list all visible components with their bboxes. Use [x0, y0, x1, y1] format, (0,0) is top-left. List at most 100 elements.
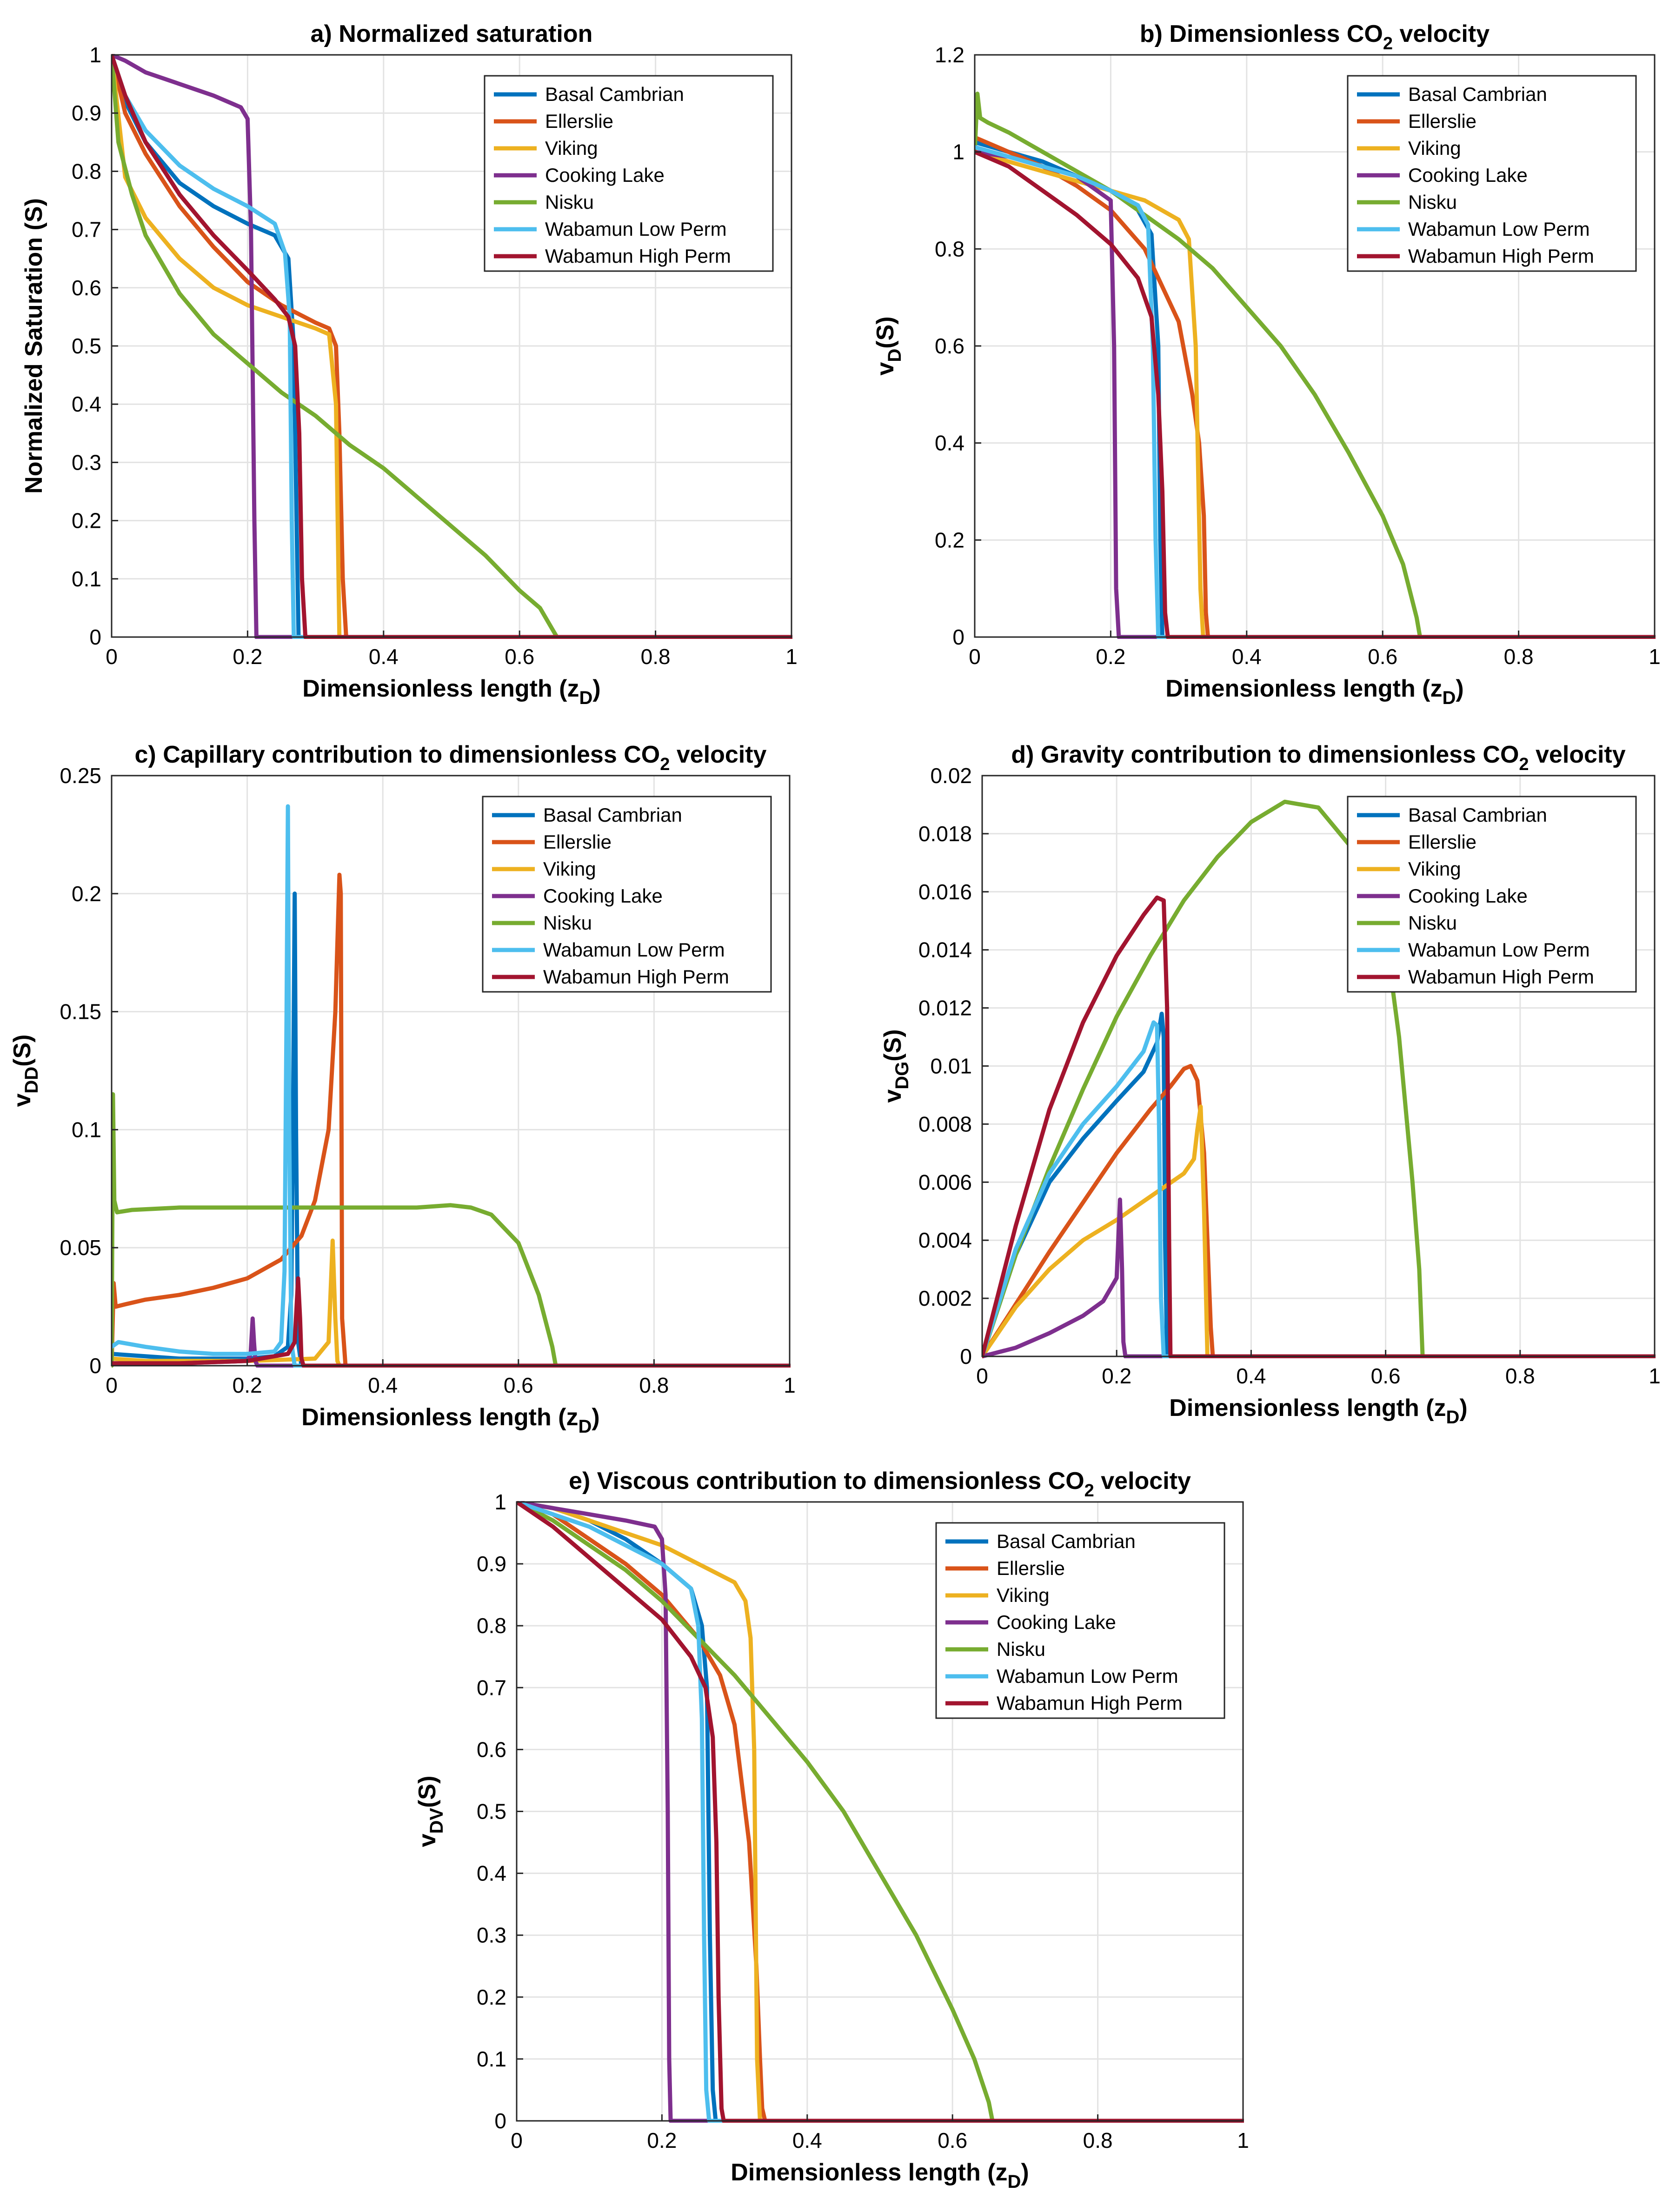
legend-entry: Viking	[543, 858, 596, 880]
legend-entry: Wabamun Low Perm	[1408, 939, 1590, 961]
x-tick-label: 0.2	[233, 1373, 262, 1397]
y-tick-label: 0.4	[935, 431, 964, 455]
x-tick-label: 0.4	[368, 1373, 398, 1397]
legend-entry: Wabamun Low Perm	[1408, 218, 1590, 240]
legend-entry: Nisku	[1408, 912, 1457, 934]
series-line-nisku	[112, 54, 792, 639]
y-axis-label: vDD(S)	[9, 1034, 42, 1107]
y-axis-label: Normalized Saturation (S)	[20, 198, 47, 494]
y-tick-label: 0.3	[72, 450, 101, 474]
x-tick-label: 0.4	[369, 644, 399, 669]
series-line-wabamun-high-perm	[517, 1501, 1244, 2123]
legend-entry: Wabamun High Perm	[1408, 245, 1594, 267]
legend-entry: Basal Cambrian	[1408, 804, 1547, 826]
legend-entry: Cooking Lake	[997, 1611, 1116, 1633]
y-tick-label: 1.2	[935, 43, 964, 67]
legend-entry: Ellerslie	[1408, 110, 1476, 132]
y-tick-label: 0.012	[918, 996, 972, 1020]
x-axis-label: Dimensionless length (zD)	[302, 675, 600, 708]
y-tick-label: 0.01	[930, 1054, 972, 1078]
legend-entry: Wabamun Low Perm	[545, 218, 727, 240]
series-line-wabamun-high-perm	[112, 1276, 791, 1368]
y-tick-label: 0.004	[918, 1228, 972, 1252]
x-axis-label: Dimensionless length (zD)	[1169, 1395, 1467, 1428]
legend-entry: Viking	[1408, 858, 1461, 880]
panel-c: 0 0.2 0.4 0.6 0.8 1 0 0.05 0.1 0.15 0.2 0.25 c) Capi…	[9, 741, 796, 1437]
y-tick-label: 0	[89, 625, 101, 649]
y-tick-label: 0.4	[72, 392, 101, 416]
y-tick-label: 1	[494, 1490, 506, 1514]
x-tick-label: 0.8	[1504, 644, 1534, 669]
chart-title: e) Viscous contribution to dimensionless…	[569, 1468, 1191, 1501]
y-tick-label: 0	[952, 625, 964, 649]
x-tick-label: 0	[969, 644, 981, 669]
y-tick-label: 0.02	[930, 764, 972, 788]
series-line-viking	[975, 150, 1656, 639]
legend-entry: Viking	[1408, 137, 1461, 159]
legend-entry: Nisku	[997, 1638, 1045, 1660]
y-tick-label: 1	[89, 43, 101, 67]
legend: Basal Cambrian Ellerslie Viking Cooking Lak…	[484, 75, 774, 272]
y-tick-label: 0	[89, 1354, 101, 1378]
legend-entry: Cooking Lake	[1408, 885, 1528, 907]
x-axis-label: Dimensionless length (zD)	[301, 1404, 599, 1437]
legend-entry: Wabamun High Perm	[997, 1692, 1183, 1714]
series-line-ellerslie	[517, 1501, 1244, 2123]
y-tick-label: 0.002	[918, 1286, 972, 1310]
series-line-wabamun-low-perm	[975, 145, 1656, 639]
x-tick-label: 0.8	[1083, 2128, 1113, 2152]
series-line-wabamun-high-perm	[982, 895, 1656, 1358]
legend-entry: Basal Cambrian	[543, 804, 682, 826]
x-tick-label: 1	[784, 1373, 796, 1397]
y-tick-label: 0.2	[72, 882, 101, 906]
y-tick-label: 0.018	[918, 822, 972, 846]
y-tick-label: 0.7	[477, 1675, 506, 1700]
legend-entry: Cooking Lake	[543, 885, 663, 907]
series-group	[975, 92, 1656, 639]
legend-entry: Ellerslie	[543, 831, 612, 853]
x-tick-label: 0.2	[1102, 1364, 1131, 1388]
legend-entry: Ellerslie	[997, 1557, 1065, 1579]
y-tick-label: 0	[960, 1344, 972, 1368]
series-line-cooking-lake	[982, 1197, 1656, 1358]
x-tick-label: 1	[785, 644, 798, 669]
y-tick-label: 0.3	[477, 1923, 506, 1947]
legend-entry: Viking	[997, 1584, 1050, 1606]
legend: Basal Cambrian Ellerslie Viking Cooking Lak…	[1347, 75, 1637, 272]
legend-entry: Ellerslie	[545, 110, 613, 132]
series-line-viking	[112, 54, 792, 639]
legend-entry: Wabamun High Perm	[543, 966, 729, 988]
y-tick-label: 0.8	[477, 1614, 506, 1638]
panel-d: 0 0.2 0.4 0.6 0.8 1 0 0.002 0.004 0.006 0.008 0.01 0…	[879, 741, 1661, 1428]
y-tick-label: 0.6	[72, 276, 101, 300]
chart-title: a) Normalized saturation	[311, 20, 593, 47]
y-tick-label: 0.6	[477, 1737, 506, 1761]
x-tick-label: 0.8	[639, 1373, 669, 1397]
legend-entry: Wabamun Low Perm	[543, 939, 725, 961]
x-tick-label: 0.8	[1505, 1364, 1535, 1388]
y-tick-label: 1	[952, 140, 964, 164]
y-tick-label: 0.15	[60, 1000, 101, 1024]
x-axis-label: Dimensionless length (zD)	[1165, 675, 1463, 708]
legend-entry: Nisku	[545, 191, 594, 213]
series-line-nisku	[982, 799, 1656, 1358]
series-line-ellerslie	[112, 54, 792, 639]
y-tick-label: 0.7	[72, 218, 101, 242]
legend-entry: Nisku	[1408, 191, 1457, 213]
x-tick-label: 0.6	[1371, 1364, 1401, 1388]
chart-title: b) Dimensionless CO2 velocity	[1140, 20, 1490, 53]
y-tick-label: 0.016	[918, 880, 972, 904]
legend: Basal Cambrian Ellerslie Viking Cooking Lak…	[935, 1522, 1225, 1719]
x-tick-label: 0.6	[504, 1373, 533, 1397]
series-line-wabamun-low-perm	[112, 804, 791, 1368]
legend-entry: Basal Cambrian	[997, 1530, 1136, 1552]
series-line-viking	[517, 1501, 1244, 2123]
y-tick-label: 0.6	[935, 334, 964, 358]
y-axis-label: vDV(S)	[414, 1776, 447, 1847]
legend-entry: Wabamun Low Perm	[997, 1665, 1178, 1687]
legend: Basal Cambrian Ellerslie Viking Cooking Lak…	[482, 796, 772, 993]
y-tick-label: 0.05	[60, 1236, 101, 1260]
x-tick-label: 0.6	[938, 2128, 967, 2152]
y-axis-label: vD(S)	[872, 316, 905, 375]
legend-entry: Wabamun High Perm	[1408, 966, 1594, 988]
